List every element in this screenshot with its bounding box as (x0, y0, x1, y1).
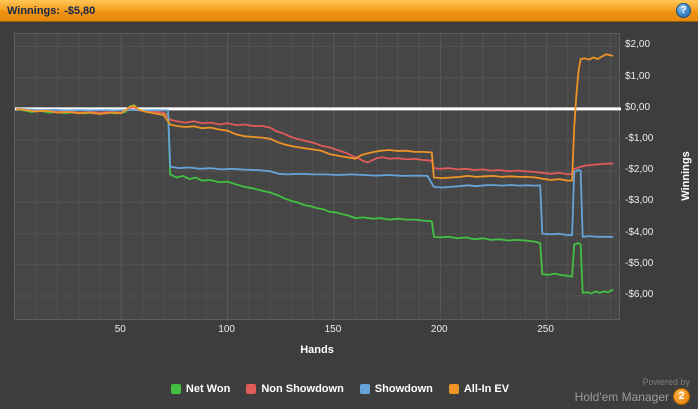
y-tick-label: -$4,00 (625, 226, 654, 238)
title-bar: Winnings: -$5,80 ? (0, 0, 698, 22)
y-tick-label: $2,00 (625, 39, 651, 51)
series-showdown (16, 108, 614, 238)
legend-swatch-net-won (170, 384, 181, 394)
brand-name: Hold'em Manager (574, 389, 669, 404)
winnings-title-value: -$5,80 (64, 4, 96, 17)
hm2-badge-icon: 2 (673, 388, 690, 405)
legend-item-non-showdown[interactable]: Non Showdown (246, 383, 344, 395)
winnings-chart-plot (14, 33, 621, 321)
powered-by-text: Powered by (642, 377, 690, 387)
legend-item-all-in-ev[interactable]: All-In EV (448, 383, 510, 395)
help-icon[interactable]: ? (676, 3, 691, 18)
y-tick-label: $1,00 (625, 70, 651, 82)
legend-swatch-showdown (359, 384, 370, 394)
legend-label: All-In EV (463, 383, 510, 395)
legend-swatch-non-showdown (246, 384, 257, 394)
y-axis-label: Winnings (680, 151, 692, 201)
x-tick-label: 250 (537, 324, 554, 335)
x-tick-label: 50 (114, 324, 126, 335)
x-tick-label: 100 (218, 324, 235, 335)
winnings-title-label: Winnings: (7, 4, 61, 17)
y-tick-label: -$2,00 (625, 164, 654, 176)
powered-by-block: Powered by Hold'em Manager 2 (575, 377, 690, 405)
legend-item-showdown[interactable]: Showdown (359, 383, 433, 395)
legend-item-net-won[interactable]: Net Won (170, 383, 231, 395)
legend-label: Showdown (374, 383, 433, 395)
x-tick-label: 150 (324, 324, 342, 335)
y-tick-label: -$3,00 (625, 195, 654, 207)
legend-label: Net Won (185, 383, 231, 395)
y-tick-label: $0,00 (625, 101, 651, 113)
series-non-showdown (16, 106, 614, 176)
y-tick-label: -$5,00 (625, 257, 654, 269)
legend-swatch-all-in-ev (448, 384, 459, 394)
series-all-in-ev (16, 53, 614, 182)
chart-legend: Net Won Non Showdown Showdown All-In EV (0, 383, 680, 395)
x-tick-label: 200 (430, 324, 448, 335)
x-axis-label: Hands (300, 344, 334, 356)
chart-canvas (15, 34, 621, 321)
legend-label: Non Showdown (261, 383, 344, 395)
y-tick-label: -$1,00 (625, 133, 654, 145)
y-tick-label: -$6,00 (625, 289, 654, 301)
